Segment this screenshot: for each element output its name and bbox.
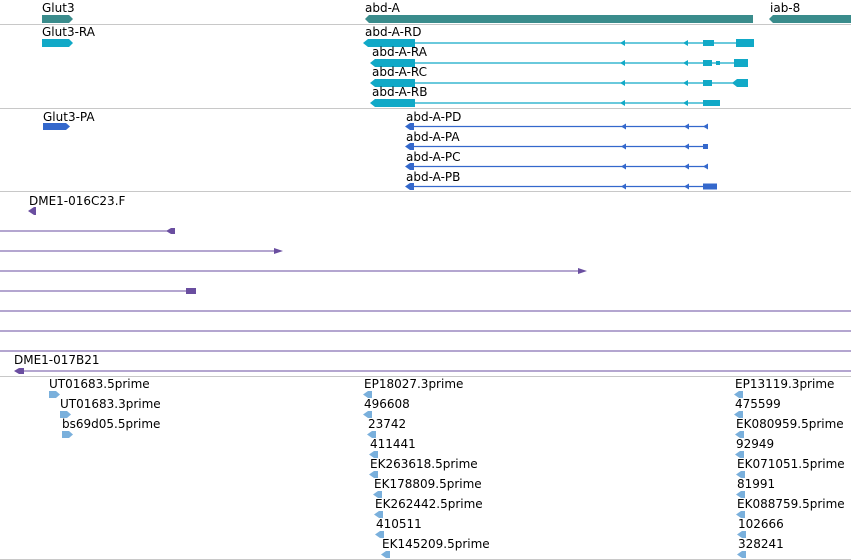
track-separator	[0, 24, 851, 25]
est-label: EP13119.3prime	[735, 377, 835, 391]
est-glyph[interactable]	[367, 431, 377, 438]
clone-dme1-017b21-glyph[interactable]	[14, 368, 851, 374]
est-glyph[interactable]	[374, 511, 384, 518]
est-glyph[interactable]	[737, 551, 747, 558]
est-glyph[interactable]	[736, 471, 746, 478]
protein-abd-a-pd-glyph[interactable]	[405, 122, 710, 131]
est-label: 411441	[370, 437, 416, 451]
transcript-label-abd-a-rc: abd-A-RC	[372, 65, 428, 79]
est-glyph[interactable]	[49, 391, 61, 398]
gene-iab-8-glyph[interactable]	[769, 15, 851, 23]
transcript-abd-a-rc-glyph[interactable]	[370, 78, 750, 88]
est-label: 328241	[738, 537, 784, 551]
clone-read-line[interactable]	[0, 268, 587, 274]
est-glyph[interactable]	[736, 511, 746, 518]
clone-alignment-lines	[0, 228, 851, 374]
clone-label-dme1-016c23: DME1-016C23.F	[29, 194, 126, 208]
gene-glut3-glyph[interactable]	[42, 15, 74, 23]
est-glyph[interactable]	[60, 411, 72, 418]
est-label: EK088759.5prime	[737, 497, 845, 511]
protein-label-abd-a-pc: abd-A-PC	[406, 150, 461, 164]
est-glyph[interactable]	[369, 471, 379, 478]
gene-label-abd-a: abd-A	[365, 1, 400, 15]
est-glyph[interactable]	[735, 451, 745, 458]
protein-label-glut3-pa: Glut3-PA	[43, 110, 95, 124]
transcript-abd-a-rd-glyph[interactable]	[363, 38, 755, 48]
clone-read-line[interactable]	[0, 228, 175, 234]
gene-label-glut3: Glut3	[42, 1, 75, 15]
est-glyph[interactable]	[734, 391, 744, 398]
est-label: 102666	[738, 517, 784, 531]
est-label: 475599	[735, 397, 781, 411]
clone-read-line[interactable]	[0, 248, 283, 254]
clone-read-line[interactable]	[0, 288, 196, 294]
est-glyph[interactable]	[735, 431, 745, 438]
est-glyph[interactable]	[62, 431, 74, 438]
est-glyph[interactable]	[373, 491, 383, 498]
est-label: EK071051.5prime	[737, 457, 845, 471]
protein-abd-a-pa-glyph[interactable]	[405, 142, 710, 151]
transcript-label-abd-a-rd: abd-A-RD	[365, 25, 422, 39]
transcript-label-abd-a-ra: abd-A-RA	[372, 45, 427, 59]
protein-abd-a-pb-glyph[interactable]	[405, 182, 720, 191]
est-label: EK178809.5prime	[374, 477, 482, 491]
protein-label-abd-a-pb: abd-A-PB	[406, 170, 461, 184]
protein-label-abd-a-pa: abd-A-PA	[406, 130, 460, 144]
est-glyph[interactable]	[736, 491, 746, 498]
est-label: 496608	[364, 397, 410, 411]
est-label: EP18027.3prime	[364, 377, 464, 391]
est-label: 92949	[736, 437, 775, 451]
est-glyph[interactable]	[734, 411, 744, 418]
track-separator	[0, 376, 851, 377]
est-label: EK262442.5prime	[375, 497, 483, 511]
transcript-label-abd-a-rb: abd-A-RB	[372, 85, 428, 99]
track-separator	[0, 108, 851, 109]
est-label: bs69d05.5prime	[62, 417, 161, 431]
est-label: 81991	[737, 477, 776, 491]
protein-glut3-pa-glyph[interactable]	[43, 123, 71, 130]
est-glyph[interactable]	[381, 551, 391, 558]
est-glyph[interactable]	[363, 411, 373, 418]
gene-abd-a-glyph[interactable]	[365, 15, 754, 23]
protein-label-abd-a-pd: abd-A-PD	[406, 110, 462, 124]
transcript-label-glut3-ra: Glut3-RA	[42, 25, 95, 39]
transcript-abd-a-ra-glyph[interactable]	[370, 58, 750, 68]
est-label: EK145209.5prime	[382, 537, 490, 551]
est-glyph[interactable]	[375, 531, 385, 538]
est-label: UT01683.3prime	[60, 397, 161, 411]
clone-label-dme1-017b21: DME1-017B21	[14, 353, 100, 367]
est-label: UT01683.5prime	[49, 377, 150, 391]
est-label: 23742	[368, 417, 407, 431]
est-label: EK080959.5prime	[736, 417, 844, 431]
gene-label-iab-8: iab-8	[770, 1, 801, 15]
clone-dme1-016c23-glyph[interactable]	[28, 207, 38, 215]
protein-abd-a-pc-glyph[interactable]	[405, 162, 710, 171]
transcript-abd-a-rb-glyph[interactable]	[370, 98, 722, 108]
est-label: EK263618.5prime	[370, 457, 478, 471]
est-glyph[interactable]	[737, 531, 747, 538]
track-separator	[0, 191, 851, 192]
est-glyph[interactable]	[369, 451, 379, 458]
est-glyph[interactable]	[363, 391, 373, 398]
transcript-glut3-ra-glyph[interactable]	[42, 39, 74, 47]
est-label: 410511	[376, 517, 422, 531]
